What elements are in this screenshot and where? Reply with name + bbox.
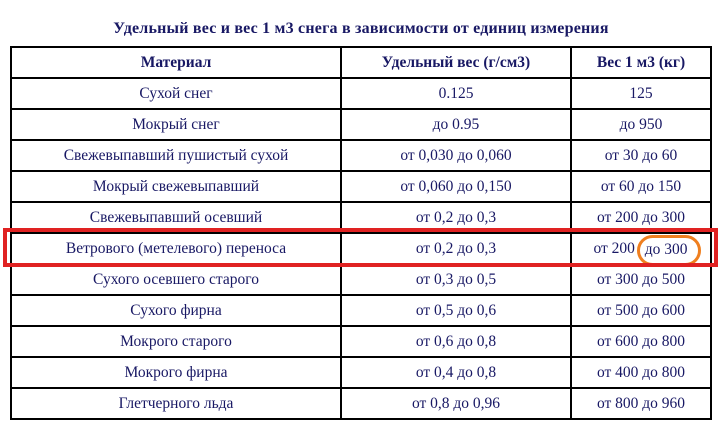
table-row: Сухого фирна от 0,5 до 0,6 от 500 до 600: [10, 294, 712, 327]
cell-weight-kg: от 300 до 500: [570, 263, 712, 296]
table-row-highlighted: Ветрового (метелевого) переноса от 0,2 д…: [10, 232, 712, 265]
table-row: Мокрого старого от 0,6 до 0,8 от 600 до …: [10, 325, 712, 358]
weight-range-prefix: от 200: [593, 239, 639, 257]
cell-specific-weight: от 0,2 до 0,3: [340, 201, 572, 234]
table-row: Свежевыпавший осевший от 0,2 до 0,3 от 2…: [10, 201, 712, 234]
cell-specific-weight: от 0,3 до 0,5: [340, 263, 572, 296]
cell-weight-kg: 125: [570, 77, 712, 110]
header-weight-1m3: Вес 1 м3 (кг): [570, 46, 712, 79]
cell-specific-weight: до 0.95: [340, 108, 572, 141]
cell-specific-weight: от 0,4 до 0,8: [340, 356, 572, 389]
table-row: Мокрый свежевыпавший от 0,060 до 0,150 о…: [10, 170, 712, 203]
cell-specific-weight: от 0,6 до 0,8: [340, 325, 572, 358]
cell-specific-weight: от 0,5 до 0,6: [340, 294, 572, 327]
cell-weight-kg: от 200 до 300: [570, 232, 712, 265]
cell-material: Мокрый снег: [10, 108, 342, 141]
cell-material: Мокрый свежевыпавший: [10, 170, 342, 203]
cell-weight-kg: от 200 до 300: [570, 201, 712, 234]
cell-weight-kg: от 60 до 150: [570, 170, 712, 203]
cell-weight-kg: от 400 до 800: [570, 356, 712, 389]
table-row: Сухой снег 0.125 125: [10, 77, 712, 110]
cell-weight-kg: от 800 до 960: [570, 387, 712, 420]
cell-material: Свежевыпавший осевший: [10, 201, 342, 234]
cell-weight-kg: до 950: [570, 108, 712, 141]
table-row: Сухого осевшего старого от 0,3 до 0,5 от…: [10, 263, 712, 296]
cell-specific-weight: от 0,060 до 0,150: [340, 170, 572, 203]
header-material: Материал: [10, 46, 342, 79]
header-specific-weight: Удельный вес (г/см3): [340, 46, 572, 79]
cell-material: Свежевыпавший пушистый сухой: [10, 139, 342, 172]
cell-material: Сухого фирна: [10, 294, 342, 327]
cell-weight-kg: от 500 до 600: [570, 294, 712, 327]
cell-material: Мокрого старого: [10, 325, 342, 358]
cell-specific-weight: 0.125: [340, 77, 572, 110]
cell-specific-weight: от 0,8 до 0,96: [340, 387, 572, 420]
page-title: Удельный вес и вес 1 м3 снега в зависимо…: [113, 20, 609, 37]
cell-material: Глетчерного льда: [10, 387, 342, 420]
snow-weight-table: Материал Удельный вес (г/см3) Вес 1 м3 (…: [10, 46, 712, 420]
circled-value: до 300: [644, 240, 688, 258]
table-row: Свежевыпавший пушистый сухой от 0,030 до…: [10, 139, 712, 172]
table-row: Мокрого фирна от 0,4 до 0,8 от 400 до 80…: [10, 356, 712, 389]
cell-weight-kg: от 600 до 800: [570, 325, 712, 358]
cell-material: Сухого осевшего старого: [10, 263, 342, 296]
cell-specific-weight: от 0,2 до 0,3: [340, 232, 572, 265]
table-row: Глетчерного льда от 0,8 до 0,96 от 800 д…: [10, 387, 712, 420]
cell-material: Ветрового (метелевого) переноса: [10, 232, 342, 265]
table-row: Мокрый снег до 0.95 до 950: [10, 108, 712, 141]
cell-material: Сухой снег: [10, 77, 342, 110]
cell-material: Мокрого фирна: [10, 356, 342, 389]
orange-circle-annotation: до 300: [636, 235, 701, 262]
table-header-row: Материал Удельный вес (г/см3) Вес 1 м3 (…: [10, 46, 712, 79]
cell-weight-kg: от 30 до 60: [570, 139, 712, 172]
cell-specific-weight: от 0,030 до 0,060: [340, 139, 572, 172]
